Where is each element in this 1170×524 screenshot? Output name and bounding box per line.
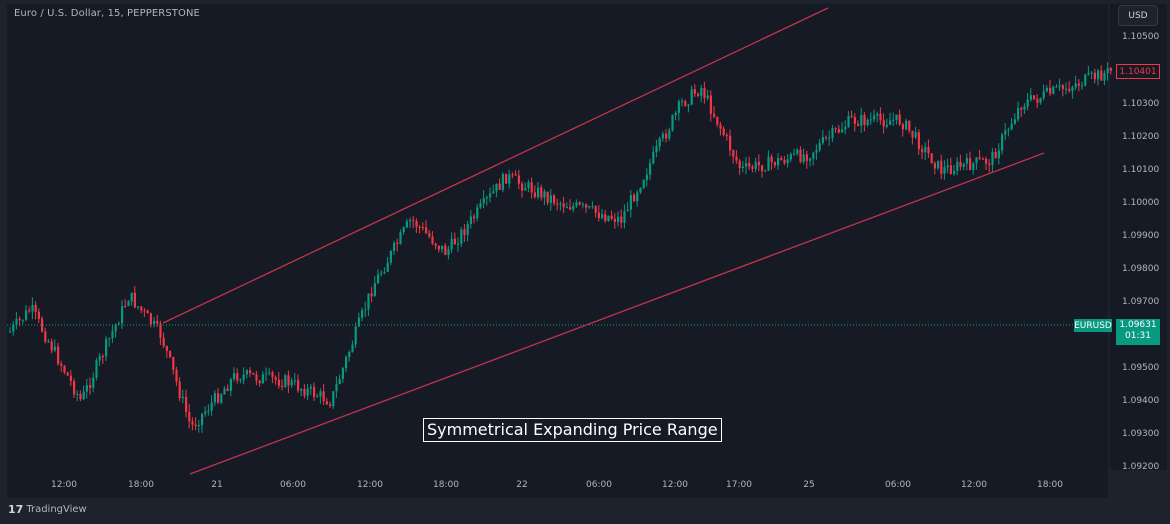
time-label: 12:00 <box>662 480 688 490</box>
footer-branding[interactable]: 17 TradingView <box>8 503 87 516</box>
price-label: 1.09300 <box>1122 429 1160 439</box>
time-label: 18:00 <box>1037 480 1063 490</box>
price-label: 1.09900 <box>1122 231 1160 241</box>
time-label: 22 <box>516 480 528 490</box>
price-label: 1.09200 <box>1122 462 1160 472</box>
current-price-tag: 1.09631 01:31 <box>1116 319 1160 345</box>
brand-name: TradingView <box>26 504 87 515</box>
time-label: 06:00 <box>586 480 612 490</box>
time-label: 06:00 <box>280 480 306 490</box>
price-axis[interactable] <box>1110 4 1167 470</box>
price-label: 1.10000 <box>1122 198 1160 208</box>
currency-button[interactable]: USD <box>1118 5 1158 26</box>
plot-area[interactable] <box>7 4 1108 498</box>
time-label: 17:00 <box>726 480 752 490</box>
time-label: 25 <box>803 480 815 490</box>
tradingview-logo-icon: 17 <box>8 503 24 516</box>
current-price-value: 1.09631 <box>1119 320 1157 330</box>
pattern-annotation[interactable]: Symmetrical Expanding Price Range <box>423 418 722 442</box>
time-label: 12:00 <box>357 480 383 490</box>
price-label: 1.09800 <box>1122 264 1160 274</box>
price-label: 1.09400 <box>1122 396 1160 406</box>
countdown-timer: 01:31 <box>1125 331 1151 341</box>
time-label: 21 <box>211 480 223 490</box>
candles <box>9 62 1112 433</box>
price-label: 1.09500 <box>1122 363 1160 373</box>
time-label: 18:00 <box>128 480 154 490</box>
time-axis[interactable] <box>7 470 1108 498</box>
price-label: 1.09700 <box>1122 297 1160 307</box>
symbol-tag: EURUSD <box>1074 319 1112 332</box>
time-label: 12:00 <box>51 480 77 490</box>
price-label: 1.10100 <box>1122 165 1160 175</box>
time-label: 12:00 <box>961 480 987 490</box>
time-label: 06:00 <box>885 480 911 490</box>
lower-trendline[interactable] <box>189 152 1045 475</box>
time-label: 18:00 <box>433 480 459 490</box>
price-label: 1.10200 <box>1122 132 1160 142</box>
chart-title: Euro / U.S. Dollar, 15, PEPPERSTONE <box>14 8 200 19</box>
price-label: 1.10300 <box>1122 99 1160 109</box>
last-price-tag: 1.10401 <box>1116 64 1160 79</box>
upper-trendline[interactable] <box>162 7 829 324</box>
price-label: 1.10500 <box>1122 32 1160 42</box>
